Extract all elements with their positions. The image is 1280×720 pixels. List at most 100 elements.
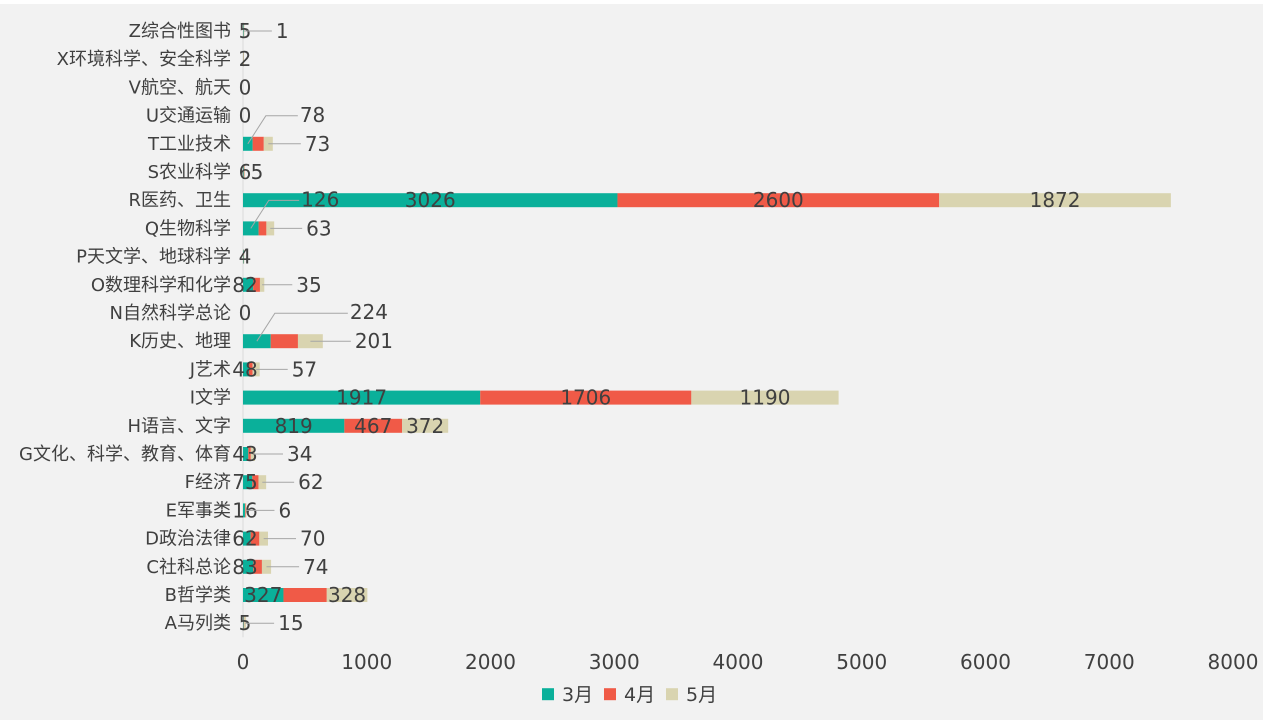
data-label: 819 (275, 414, 313, 438)
bar-2 (253, 277, 260, 292)
bar-1 (243, 447, 249, 461)
category-label: I文学 (190, 388, 231, 409)
category-label: Q生物科学 (145, 218, 231, 239)
bar-3 (326, 588, 368, 602)
category-label: X环境科学、安全科学 (57, 49, 231, 70)
category-label: O数理科学和化学 (91, 275, 231, 296)
bar-2 (344, 418, 403, 433)
data-label: 48 (232, 357, 257, 381)
bar-1 (243, 559, 254, 574)
bar-1 (243, 418, 345, 433)
x-tick-label: 0 (237, 650, 250, 674)
leader-line (250, 199, 300, 229)
bar-2 (480, 390, 692, 405)
data-label: 0 (239, 104, 252, 128)
x-tick-label: 5000 (836, 650, 887, 674)
bar-3 (259, 277, 265, 292)
data-label: 34 (287, 442, 312, 466)
bar-2 (248, 362, 253, 377)
data-label: 83 (232, 555, 257, 579)
bar-2 (252, 136, 264, 151)
category-label: J艺术 (189, 359, 231, 380)
data-label: 75 (232, 470, 257, 494)
x-tick-label: 1000 (341, 650, 392, 674)
category-label: D政治法律 (145, 529, 231, 550)
category-label: S农业科学 (148, 162, 231, 183)
category-label: P天文学、地球科学 (76, 247, 231, 268)
bar-1 (243, 249, 244, 264)
bar-1 (243, 503, 245, 518)
category-label: Z综合性图书 (129, 21, 231, 42)
category-label: U交通运输 (146, 106, 231, 127)
data-label: 6 (278, 498, 291, 522)
data-label: 63 (306, 216, 331, 240)
data-label: 15 (278, 611, 303, 635)
leader-line (256, 312, 348, 342)
legend-swatch (542, 688, 554, 701)
data-label: 126 (301, 187, 339, 211)
bar-1 (243, 390, 481, 405)
category-label: F经济 (185, 472, 231, 493)
data-label: 82 (232, 273, 257, 297)
chart-area: A马列类 B哲学类 C社科总论 D政治法律 E军事类 F经济 G文化、科学、教育、体育 H语言… (0, 4, 1263, 720)
x-tick-label: 4000 (713, 650, 764, 674)
x-tick-label: 7000 (1084, 650, 1135, 674)
bar-3 (691, 390, 839, 405)
bar-1 (243, 588, 284, 602)
category-label: G文化、科学、教育、体育 (19, 444, 231, 465)
bar-2 (244, 503, 246, 518)
bar-1 (243, 475, 253, 490)
category-label: A马列类 (165, 613, 231, 634)
data-label: 0 (239, 301, 252, 325)
legend-label: 5月 (686, 684, 717, 706)
data-label: 5 (239, 611, 252, 635)
data-label: 224 (350, 300, 388, 324)
data-label: 327 (244, 583, 282, 607)
category-label: K历史、地理 (129, 331, 231, 352)
x-tick-label: 3000 (589, 650, 640, 674)
category-label: B哲学类 (165, 585, 231, 606)
bar-2 (253, 559, 262, 574)
legend-label: 3月 (562, 684, 593, 706)
bar-1 (243, 193, 618, 208)
bar-2 (252, 475, 259, 490)
bar-2 (243, 616, 245, 631)
bar-3 (243, 52, 244, 67)
data-label: 1872 (1030, 188, 1081, 212)
data-label: 1706 (560, 386, 611, 410)
bar-3 (939, 193, 1171, 208)
data-label: 57 (292, 357, 317, 381)
data-label: 78 (300, 103, 325, 127)
stacked-bar-chart: A马列类 B哲学类 C社科总论 D政治法律 E军事类 F经济 G文化、科学、教育、体育 H语言… (19, 19, 1258, 706)
leader-line (247, 115, 298, 145)
data-label: 3026 (405, 188, 456, 212)
data-label: 2 (239, 47, 252, 71)
bar-2 (248, 447, 251, 461)
data-label: 201 (355, 329, 393, 353)
bar-1 (243, 616, 244, 631)
bar-1 (243, 277, 254, 292)
data-label: 372 (406, 414, 444, 438)
category-label: R医药、卫生 (128, 190, 231, 211)
category-label: E军事类 (166, 500, 231, 521)
bar-1 (243, 24, 244, 38)
data-label: 6 (239, 160, 252, 184)
data-label: 73 (305, 132, 330, 156)
bar-3 (244, 165, 245, 179)
x-tick-label: 2000 (465, 650, 516, 674)
data-label: 70 (300, 527, 325, 551)
legend-swatch (604, 688, 616, 701)
data-label: 74 (303, 555, 328, 579)
bar-1 (243, 362, 249, 377)
bar-2 (250, 531, 260, 546)
data-label: 4 (239, 245, 252, 269)
data-label: 35 (296, 273, 321, 297)
data-label: 328 (328, 583, 366, 607)
bar-1 (243, 165, 244, 179)
category-label: H语言、文字 (127, 416, 231, 437)
category-label: T工业技术 (147, 134, 231, 155)
data-label: 1190 (740, 386, 791, 410)
data-label: 0 (239, 75, 252, 99)
bar-2 (270, 334, 298, 349)
data-label: 467 (354, 414, 392, 438)
